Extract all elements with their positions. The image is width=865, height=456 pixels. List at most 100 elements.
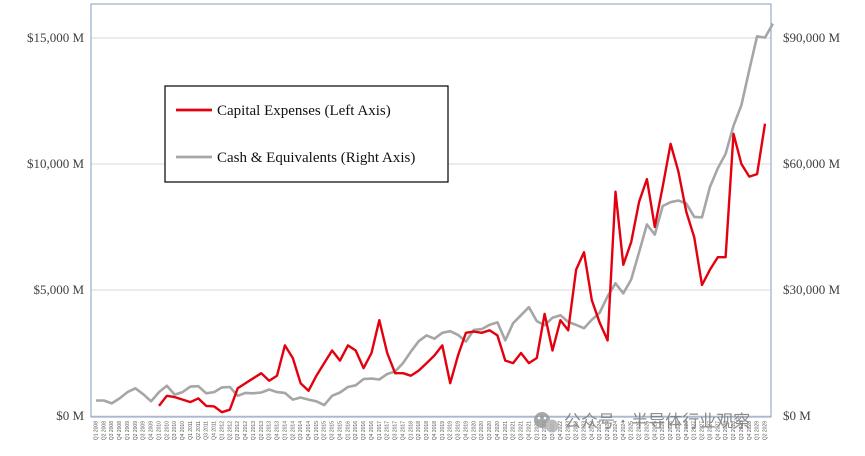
x-tick-label: Q2 2008	[101, 421, 107, 440]
watermark: 公众号 · 半导体行业观察	[534, 412, 750, 433]
x-tick-label: Q2 2025	[637, 421, 643, 440]
x-tick-label: Q2 2010	[164, 421, 170, 440]
x-tick-label: Q3 2025	[644, 421, 650, 440]
x-tick-label: Q4 2010	[180, 421, 186, 440]
x-tick-label: Q4 2012	[243, 421, 249, 440]
x-tick-label: Q2 2015	[322, 421, 328, 440]
plot-border	[90, 3, 772, 418]
x-tick-label: Q2 2021	[511, 421, 517, 440]
x-tick-label: Q4 2025	[652, 421, 658, 440]
x-tick-label: Q4 2024	[621, 421, 627, 440]
left-tick-label: $15,000 M	[27, 30, 85, 45]
x-tick-label: Q2 2011	[196, 421, 202, 440]
x-tick-label: Q4 2027	[715, 421, 721, 440]
x-tick-label: Q3 2016	[361, 421, 367, 440]
x-tick-label: Q3 2023	[581, 421, 587, 440]
x-tick-label: Q1 2018	[408, 421, 414, 440]
x-tick-label: Q4 2022	[558, 421, 564, 440]
x-tick-label: Q2 2026	[668, 421, 674, 440]
x-tick-label: Q2 2019	[448, 421, 454, 440]
left-axis-tick-labels: $0 M $5,000 M $10,000 M $15,000 M	[27, 30, 85, 423]
x-tick-label: Q2 2014	[290, 421, 296, 440]
x-tick-label: Q2 2022	[542, 421, 548, 440]
x-tick-label: Q4 2019	[463, 421, 469, 440]
x-tick-label: Q2 2016	[353, 421, 359, 440]
x-tick-label: Q2 2023	[574, 421, 580, 440]
x-tick-label: Q3 2018	[424, 421, 430, 440]
x-axis-tick-labels: Q1 2008 Q2 2008 Q3 2008 Q4 2008 Q1 2009 Q2 20…	[94, 421, 769, 440]
x-tick-label: Q2 2029	[763, 421, 769, 440]
x-tick-label: Q1 2012	[219, 421, 225, 440]
series-lines	[96, 23, 775, 414]
x-tick-label: Q1 2015	[314, 421, 320, 440]
series-line-capital-expenses	[158, 123, 767, 414]
x-tick-label: Q2 2017	[385, 421, 391, 440]
x-tick-label: Q1 2008	[94, 421, 100, 440]
x-tick-label: Q1 2028	[723, 421, 729, 440]
x-tick-label: Q2 2027	[700, 421, 706, 440]
x-tick-label: Q4 2018	[432, 421, 438, 440]
x-tick-label: Q3 2015	[330, 421, 336, 440]
x-tick-label: Q2 2028	[731, 421, 737, 440]
x-tick-label: Q4 2016	[369, 421, 375, 440]
x-tick-label: Q4 2014	[306, 421, 312, 440]
x-tick-label: Q1 2026	[660, 421, 666, 440]
x-tick-label: Q4 2008	[117, 421, 123, 440]
x-tick-label: Q4 2020	[495, 421, 501, 440]
x-tick-label: Q4 2009	[149, 421, 155, 440]
legend-label-cash-equivalents: Cash & Equivalents (Right Axis)	[217, 150, 415, 166]
x-tick-label: Q1 2011	[188, 421, 194, 440]
legend: Capital Expenses (Left Axis) Cash & Equi…	[164, 85, 449, 183]
x-tick-label: Q4 2028	[747, 421, 753, 440]
right-tick-label: $30,000 M	[783, 282, 841, 297]
x-tick-label: Q4 2017	[400, 421, 406, 440]
x-tick-label: Q3 2017	[393, 421, 399, 440]
x-tick-label: Q1 2027	[692, 421, 698, 440]
left-tick-label: $0 M	[56, 408, 84, 423]
x-tick-label: Q3 2011	[204, 421, 210, 440]
x-tick-label: Q1 2023	[566, 421, 572, 440]
x-tick-label: Q4 2021	[526, 421, 532, 440]
x-tick-label: Q1 2020	[471, 421, 477, 440]
x-tick-label: Q1 2029	[755, 421, 761, 440]
x-tick-label: Q3 2010	[172, 421, 178, 440]
right-axis-tick-labels: $0 M $30,000 M $60,000 M $90,000 M	[783, 30, 841, 423]
x-tick-label: Q2 2013	[259, 421, 265, 440]
x-tick-label: Q1 2025	[629, 421, 635, 440]
x-tick-label: Q1 2009	[125, 421, 131, 440]
x-tick-label: Q1 2024	[597, 421, 603, 440]
x-tick-label: Q4 2023	[589, 421, 595, 440]
right-tick-label: $0 M	[783, 408, 811, 423]
wechat-icon	[534, 412, 559, 433]
series-line-cash-equivalents	[96, 23, 775, 407]
left-tick-label: $10,000 M	[27, 156, 85, 171]
right-tick-label: $60,000 M	[783, 156, 841, 171]
x-tick-label: Q3 2026	[676, 421, 682, 440]
x-tick-label: Q3 2027	[707, 421, 713, 440]
x-tick-label: Q3 2024	[613, 421, 619, 440]
x-tick-label: Q3 2013	[267, 421, 273, 440]
right-tick-label: $90,000 M	[783, 30, 841, 45]
x-tick-label: Q4 2011	[212, 421, 218, 440]
x-tick-label: Q3 2021	[519, 421, 525, 440]
x-tick-label: Q4 2013	[275, 421, 281, 440]
x-tick-label: Q4 2015	[337, 421, 343, 440]
x-tick-label: Q1 2010	[156, 421, 162, 440]
left-tick-label: $5,000 M	[33, 282, 84, 297]
legend-box	[164, 85, 449, 183]
x-tick-label: Q1 2021	[503, 421, 509, 440]
x-tick-label: Q2 2018	[416, 421, 422, 440]
x-tick-label: Q1 2013	[251, 421, 257, 440]
x-tick-label: Q3 2028	[739, 421, 745, 440]
x-tick-label: Q3 2009	[141, 421, 147, 440]
x-tick-label: Q3 2012	[235, 421, 241, 440]
x-tick-label: Q3 2014	[298, 421, 304, 440]
x-tick-label: Q2 2020	[479, 421, 485, 440]
x-tick-label: Q1 2019	[440, 421, 446, 440]
x-tick-label: Q4 2026	[684, 421, 690, 440]
x-tick-label: Q1 2022	[534, 421, 540, 440]
x-tick-label: Q3 2008	[109, 421, 115, 440]
x-tick-label: Q2 2024	[605, 421, 611, 440]
